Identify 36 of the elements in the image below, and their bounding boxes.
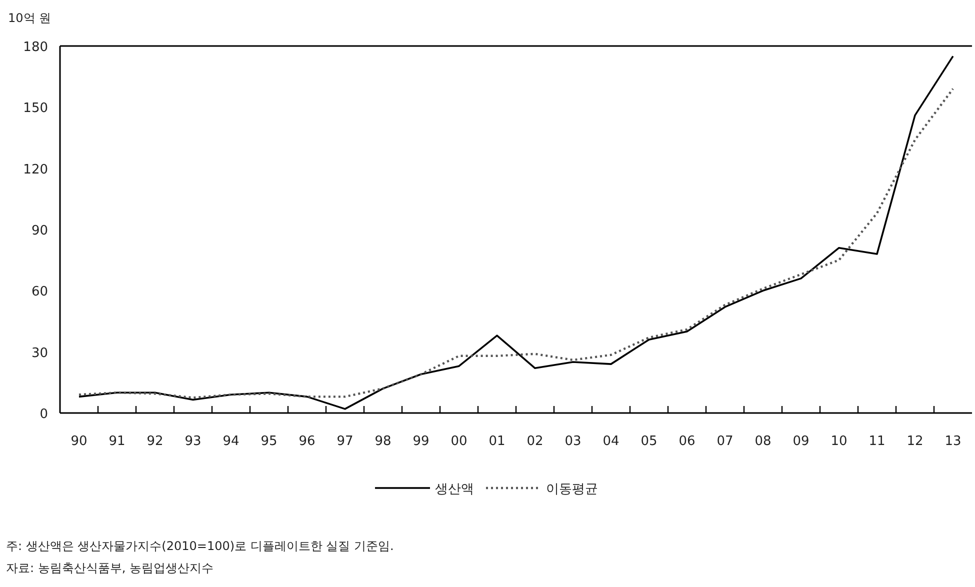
x-tick-label: 09 (792, 434, 810, 449)
x-tick-label: 05 (640, 434, 658, 449)
y-tick-label: 30 (31, 346, 48, 361)
x-tick-label: 90 (70, 434, 88, 449)
x-tick-label: 96 (298, 434, 316, 449)
x-tick-label: 93 (184, 434, 202, 449)
y-tick-label: 180 (23, 40, 48, 55)
x-tick-label: 97 (336, 434, 354, 449)
y-tick-label: 90 (31, 224, 48, 238)
x-tick-label: 07 (716, 434, 734, 449)
x-tick-label: 94 (222, 434, 240, 449)
legend-label: 이동평균 (546, 482, 598, 497)
text: 주: 생산액은 생산자물가지수(2010=100)로 디플레이트한 실질 기준임. (6, 539, 394, 553)
y-tick-label: 0 (40, 407, 48, 422)
text: 자료: 농림축산식품부, 농림업생산지수 (6, 561, 214, 575)
legend-label: 생산액 (435, 482, 474, 497)
x-tick-label: 00 (450, 434, 468, 449)
x-tick-label: 11 (868, 434, 886, 449)
x-tick-label: 06 (678, 434, 696, 449)
x-tick-label: 99 (412, 434, 430, 449)
x-tick-label: 13 (944, 434, 962, 449)
y-tick-label: 60 (31, 284, 48, 300)
x-tick-label: 03 (564, 434, 582, 449)
y-tick-label: 120 (23, 162, 48, 178)
x-tick-label: 04 (602, 434, 620, 449)
x-tick-label: 01 (488, 434, 506, 449)
y-axis-title: 10억 원 (8, 11, 52, 25)
x-tick-label: 92 (146, 434, 164, 449)
x-tick-label: 10 (830, 434, 848, 449)
x-tick-label: 12 (906, 434, 924, 449)
x-tick-label: 98 (374, 434, 392, 449)
x-tick-label: 95 (260, 434, 278, 449)
x-tick-label: 91 (108, 434, 126, 449)
y-tick-label: 150 (23, 101, 48, 116)
x-tick-label: 02 (526, 434, 544, 449)
x-tick-label: 08 (754, 434, 772, 449)
